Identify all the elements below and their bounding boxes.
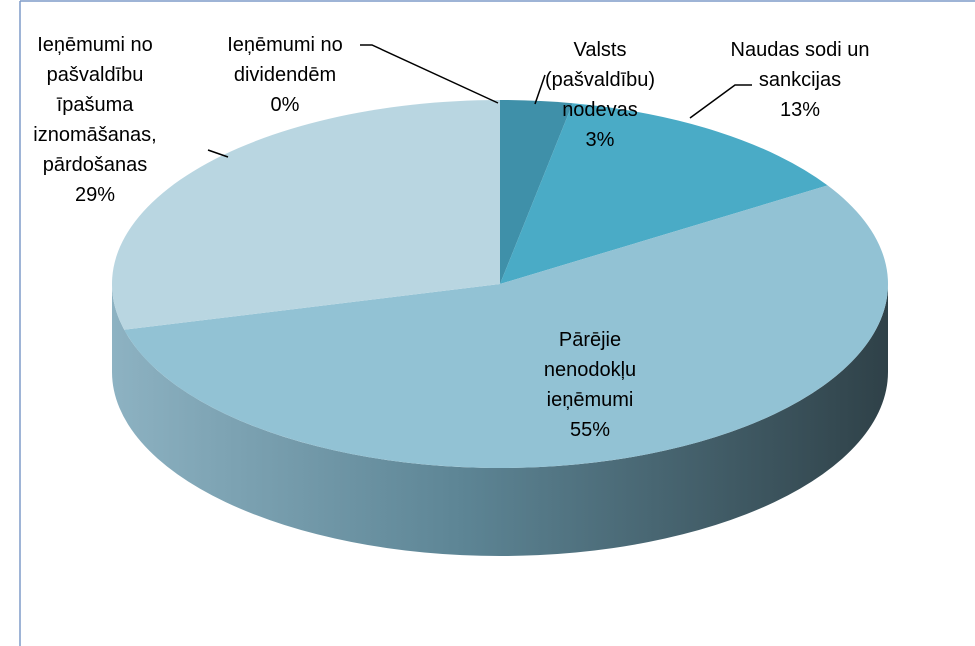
label-name: Naudas sodi un sankcijas <box>730 39 870 91</box>
pie-slice <box>124 185 888 468</box>
leader-line <box>534 74 546 105</box>
label-name: Ieņēmumi no dividendēm <box>227 34 343 86</box>
label-name: Valsts (pašvaldību) nodevas <box>544 39 656 121</box>
data-label: Naudas sodi un sankcijas 13% <box>705 35 895 125</box>
data-label: Ieņēmumi no dividendēm 0% <box>203 30 368 120</box>
label-name: Pārējie nenodokļu ieņēmumi <box>543 329 637 411</box>
data-label: Valsts (pašvaldību) nodevas 3% <box>535 35 665 155</box>
label-value: 0% <box>270 94 300 116</box>
label-value: 55% <box>569 419 611 441</box>
label-value: 29% <box>74 184 116 206</box>
leader-line <box>689 84 752 119</box>
leader-line <box>360 44 499 104</box>
label-name: Ieņēmumi no pašvaldību īpašuma iznomāšan… <box>33 34 157 176</box>
pie <box>111 100 888 556</box>
pie-slice <box>500 100 573 284</box>
label-value: 13% <box>779 99 821 121</box>
data-label: Ieņēmumi no pašvaldību īpašuma iznomāšan… <box>13 30 178 210</box>
leader-lines <box>207 44 752 158</box>
label-value: 3% <box>585 129 615 151</box>
data-label: Pārējie nenodokļu ieņēmumi 55% <box>515 325 665 445</box>
pie-side <box>112 284 888 556</box>
pie-slice <box>500 103 828 284</box>
pie-slice <box>111 100 500 330</box>
leader-line <box>207 149 229 158</box>
